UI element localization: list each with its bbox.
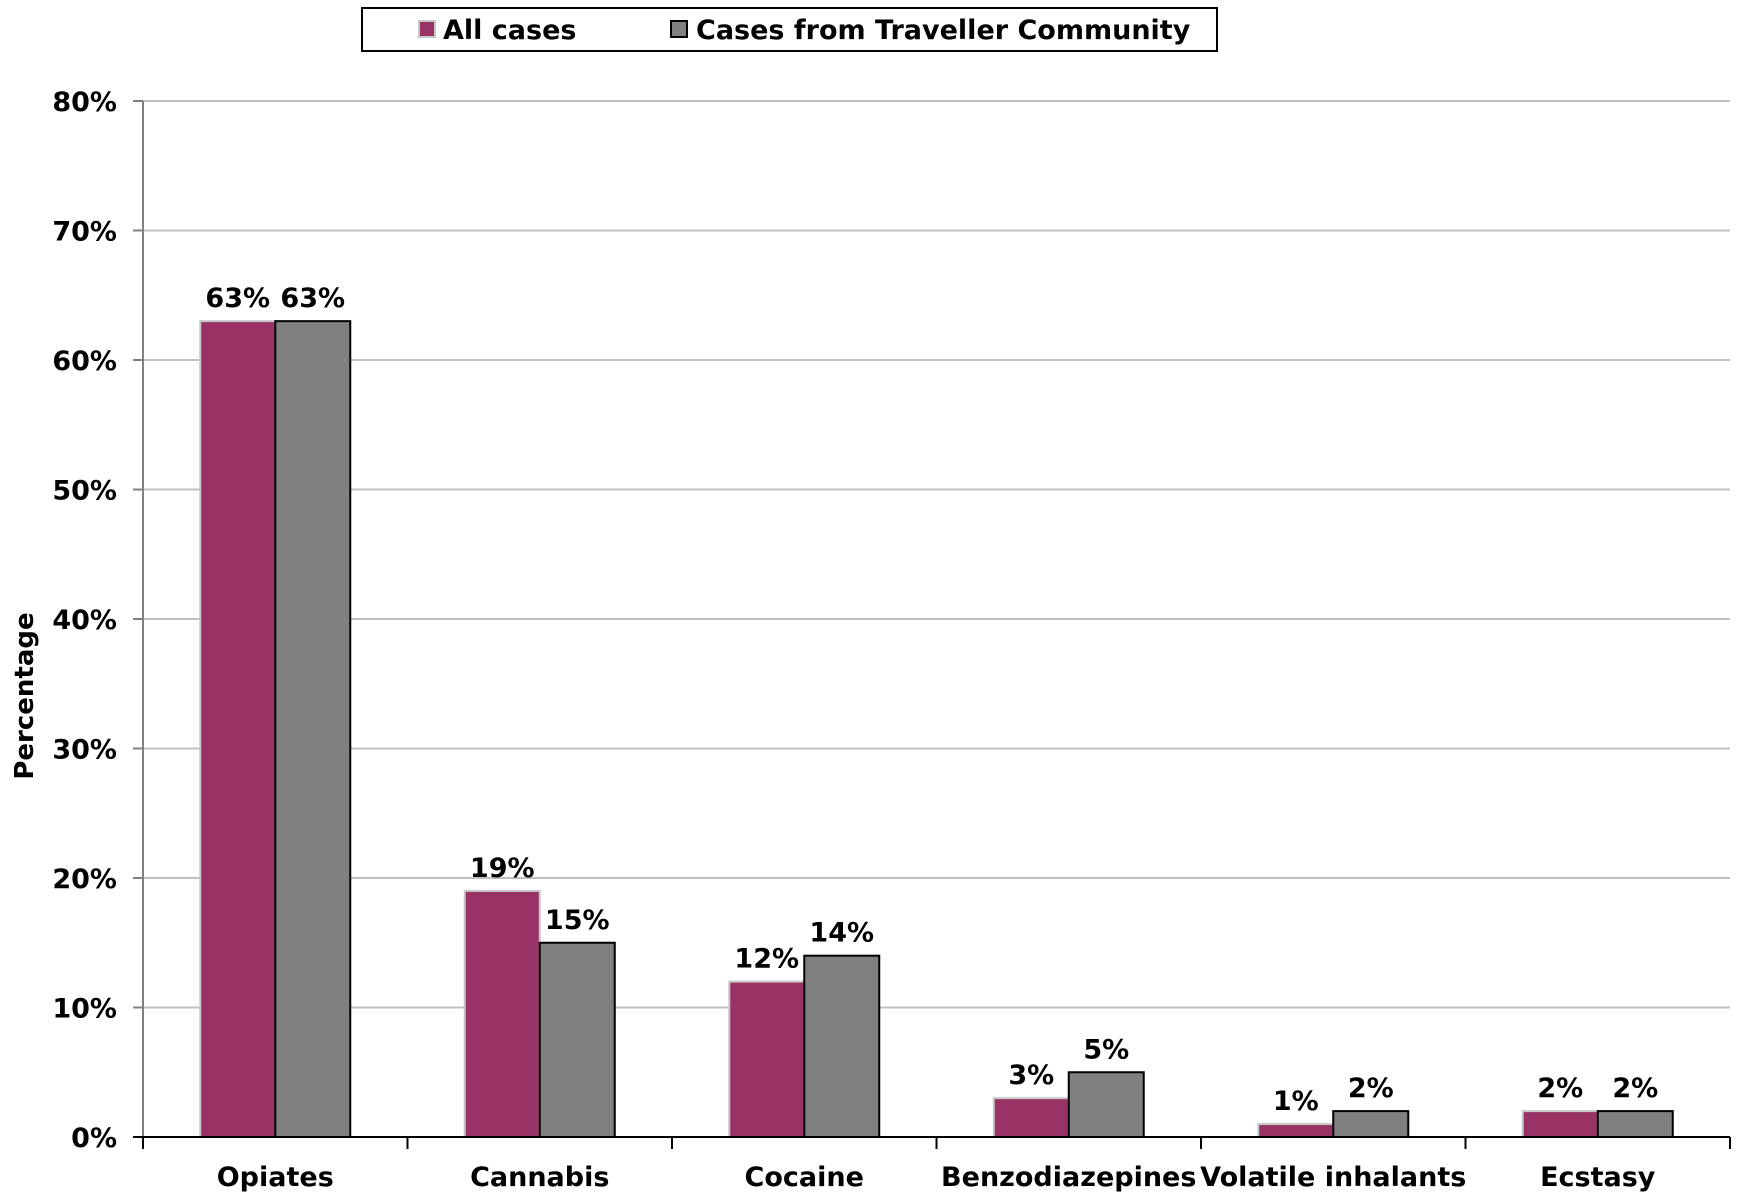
legend-box <box>361 7 1218 52</box>
data-label: 63% <box>205 283 270 314</box>
y-tick-label: 70% <box>52 217 117 248</box>
bar-traveller-community <box>1067 1071 1145 1138</box>
data-labels: 63% 63% 19% 15% 12% 14% 3% 5% 1% 2% 2% 2% <box>205 283 1658 1117</box>
y-tick-label: 40% <box>52 605 117 636</box>
bar-all-cases <box>1521 1110 1599 1138</box>
data-label: 63% <box>280 283 345 314</box>
x-tick-labels: Opiates Cannabis Cocaine Benzodiazepines Vol… <box>217 1162 1656 1192</box>
bar-all-cases <box>463 889 541 1139</box>
y-tick-label: 80% <box>52 87 117 118</box>
data-label: 14% <box>809 918 874 949</box>
data-label: 5% <box>1083 1034 1129 1065</box>
bar-all-cases <box>1257 1123 1335 1139</box>
gridlines <box>143 100 1730 1009</box>
legend-swatch <box>418 20 436 38</box>
data-label: 1% <box>1273 1086 1319 1117</box>
x-tick-label: Cannabis <box>470 1162 609 1192</box>
x-tick-label: Volatile inhalants <box>1200 1162 1466 1192</box>
bar-traveller-community <box>274 320 352 1138</box>
data-label: 2% <box>1612 1073 1658 1104</box>
y-tick-label: 60% <box>52 346 117 377</box>
bar-traveller-community <box>1332 1110 1410 1138</box>
y-tick-label: 0% <box>71 1123 117 1154</box>
bar-traveller-community <box>1596 1110 1674 1138</box>
x-tick-label: Opiates <box>217 1162 334 1192</box>
y-axis-title: Percentage <box>10 612 40 779</box>
x-tick-label: Benzodiazepines <box>941 1162 1196 1192</box>
x-tick-label: Ecstasy <box>1540 1162 1656 1192</box>
data-label: 15% <box>545 905 610 936</box>
y-tick-label: 50% <box>52 476 117 507</box>
data-label: 2% <box>1537 1073 1583 1104</box>
bars <box>199 320 1674 1139</box>
y-tick-label: 20% <box>52 864 117 895</box>
data-label: 2% <box>1348 1073 1394 1104</box>
legend: All cases Cases from Traveller Community <box>361 7 1218 52</box>
bar-traveller-community <box>803 954 881 1139</box>
y-tick-labels: 0% 10% 20% 30% 40% 50% 60% 70% 80% <box>52 87 117 1154</box>
legend-label: Cases from Traveller Community <box>696 15 1191 46</box>
legend-label: All cases <box>443 15 576 46</box>
axes <box>133 100 1731 1149</box>
x-tick-label: Cocaine <box>745 1162 864 1192</box>
legend-swatch <box>670 20 688 38</box>
bar-traveller-community <box>538 941 616 1138</box>
y-tick-label: 10% <box>52 994 117 1025</box>
y-tick-label: 30% <box>52 735 117 766</box>
bar-all-cases <box>728 980 806 1138</box>
data-label: 19% <box>470 853 535 884</box>
bar-all-cases <box>199 320 277 1138</box>
bar-all-cases <box>992 1097 1070 1139</box>
data-label: 3% <box>1008 1060 1054 1091</box>
data-label: 12% <box>734 944 799 975</box>
